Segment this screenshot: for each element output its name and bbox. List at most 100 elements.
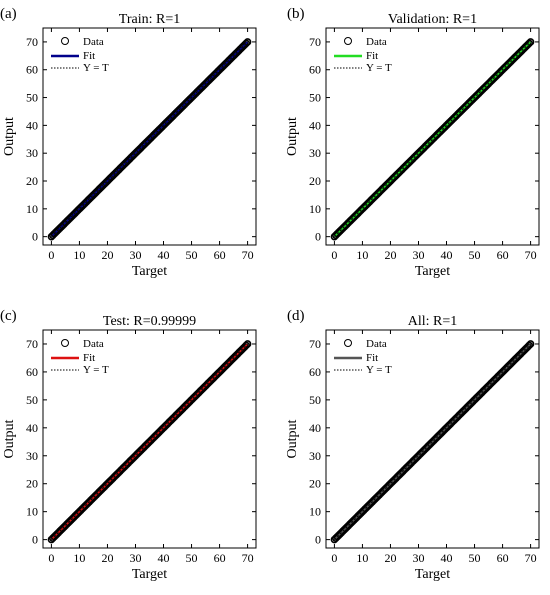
plot-frame: [325, 329, 540, 549]
fit-line: [50, 343, 249, 541]
x-tick-label: 20: [384, 551, 396, 565]
x-axis-label: Target: [415, 264, 450, 279]
legend-label: Fit: [366, 50, 378, 62]
y-tick-label: 30: [309, 449, 321, 463]
x-tick-label: 20: [384, 248, 396, 262]
panel-letter: (c): [0, 308, 17, 324]
legend-label: Y = T: [83, 364, 109, 376]
y-tick-label: 60: [26, 365, 38, 379]
chart-panel-3: (c) Test: R=0.99999 0 10 20 30 40 50 60 70 0 10 20 30…: [0, 308, 257, 582]
y-tick-label: 0: [315, 230, 321, 244]
x-tick-label: 60: [214, 551, 226, 565]
fit-line: [333, 343, 532, 541]
y-tick-label: 0: [315, 533, 321, 547]
y-tick-label: 50: [309, 393, 321, 407]
legend-label: Fit: [366, 352, 378, 364]
data-point: [526, 38, 535, 46]
plot-frame: [42, 329, 257, 549]
y-tick-label: 70: [309, 35, 321, 49]
legend-label: Y = T: [366, 364, 392, 376]
x-tick-label: 30: [129, 248, 141, 262]
x-tick-label: 70: [242, 248, 254, 262]
data-point: [243, 38, 252, 46]
x-tick-label: 60: [497, 248, 509, 262]
x-tick-label: 20: [101, 551, 113, 565]
data-points: [47, 38, 252, 241]
x-tick-label: 50: [186, 551, 198, 565]
identity-line: [334, 41, 531, 238]
y-tick-label: 60: [309, 63, 321, 77]
y-tick-label: 20: [26, 477, 38, 491]
legend-label: Fit: [83, 352, 95, 364]
data-point: [525, 341, 533, 350]
y-tick-label: 40: [26, 421, 38, 435]
panel-letter: (b): [287, 6, 305, 22]
x-axis-label: Target: [132, 567, 167, 582]
y-tick-label: 30: [26, 146, 38, 160]
y-tick-label: 50: [26, 91, 38, 105]
chart-title: Test: R=0.99999: [103, 314, 196, 329]
y-tick-label: 20: [309, 477, 321, 491]
y-tick-label: 10: [309, 505, 321, 519]
y-tick-label: 30: [26, 449, 38, 463]
x-axis-label: Target: [415, 567, 450, 582]
y-tick-label: 10: [26, 202, 38, 216]
chart-title: Validation: R=1: [388, 12, 477, 27]
fit-line: [333, 41, 532, 238]
x-tick-label: 10: [73, 248, 85, 262]
y-tick-label: 0: [32, 230, 38, 244]
legend-label: Y = T: [366, 62, 392, 74]
legend-label: Data: [83, 338, 104, 350]
x-tick-label: 0: [48, 551, 54, 565]
y-axis-label: Output: [2, 419, 17, 458]
legend-data-marker: [61, 339, 69, 347]
y-tick-label: 50: [309, 91, 321, 105]
legend-label: Data: [366, 36, 387, 48]
data-point: [242, 341, 250, 350]
data-points: [330, 340, 535, 544]
y-tick-label: 40: [26, 118, 38, 132]
y-tick-label: 60: [309, 365, 321, 379]
x-axis-label: Target: [132, 264, 167, 279]
x-tick-label: 0: [331, 551, 337, 565]
plot-frame: [325, 27, 540, 246]
x-tick-label: 60: [214, 248, 226, 262]
y-tick-label: 10: [26, 505, 38, 519]
legend-data-marker: [344, 339, 352, 347]
y-axis-label: Output: [285, 117, 300, 156]
y-tick-label: 60: [26, 63, 38, 77]
x-tick-label: 40: [158, 248, 170, 262]
legend-label: Fit: [83, 50, 95, 62]
chart-panel-4: (d) All: R=1 0 10 20 30 40 50 60 70 0 10 20 30 40 50 60 7…: [285, 308, 540, 582]
x-tick-label: 50: [186, 248, 198, 262]
plot-frame: [42, 27, 257, 246]
legend-label: Y = T: [83, 62, 109, 74]
y-tick-label: 40: [309, 421, 321, 435]
chart-title: Train: R=1: [119, 12, 180, 27]
x-tick-label: 0: [48, 248, 54, 262]
panel-letter: (a): [0, 6, 17, 22]
x-tick-label: 70: [525, 551, 537, 565]
x-tick-label: 20: [101, 248, 113, 262]
y-tick-label: 70: [309, 337, 321, 351]
legend-data-marker: [344, 37, 352, 45]
data-point: [525, 39, 533, 48]
y-tick-label: 40: [309, 118, 321, 132]
chart-title: All: R=1: [408, 314, 458, 329]
x-tick-label: 60: [497, 551, 509, 565]
x-tick-label: 40: [441, 551, 453, 565]
x-tick-label: 10: [356, 248, 368, 262]
y-tick-label: 50: [26, 393, 38, 407]
x-tick-label: 50: [469, 248, 481, 262]
x-tick-label: 70: [242, 551, 254, 565]
x-tick-label: 50: [469, 551, 481, 565]
x-tick-label: 10: [73, 551, 85, 565]
chart-panel-1: (a) Train: R=1 0 10 20 30 40 50 60 70 0 10 20 30 40 50 6…: [0, 6, 257, 279]
x-tick-label: 30: [129, 551, 141, 565]
x-tick-label: 0: [331, 248, 337, 262]
x-tick-label: 40: [441, 248, 453, 262]
y-tick-label: 20: [309, 174, 321, 188]
